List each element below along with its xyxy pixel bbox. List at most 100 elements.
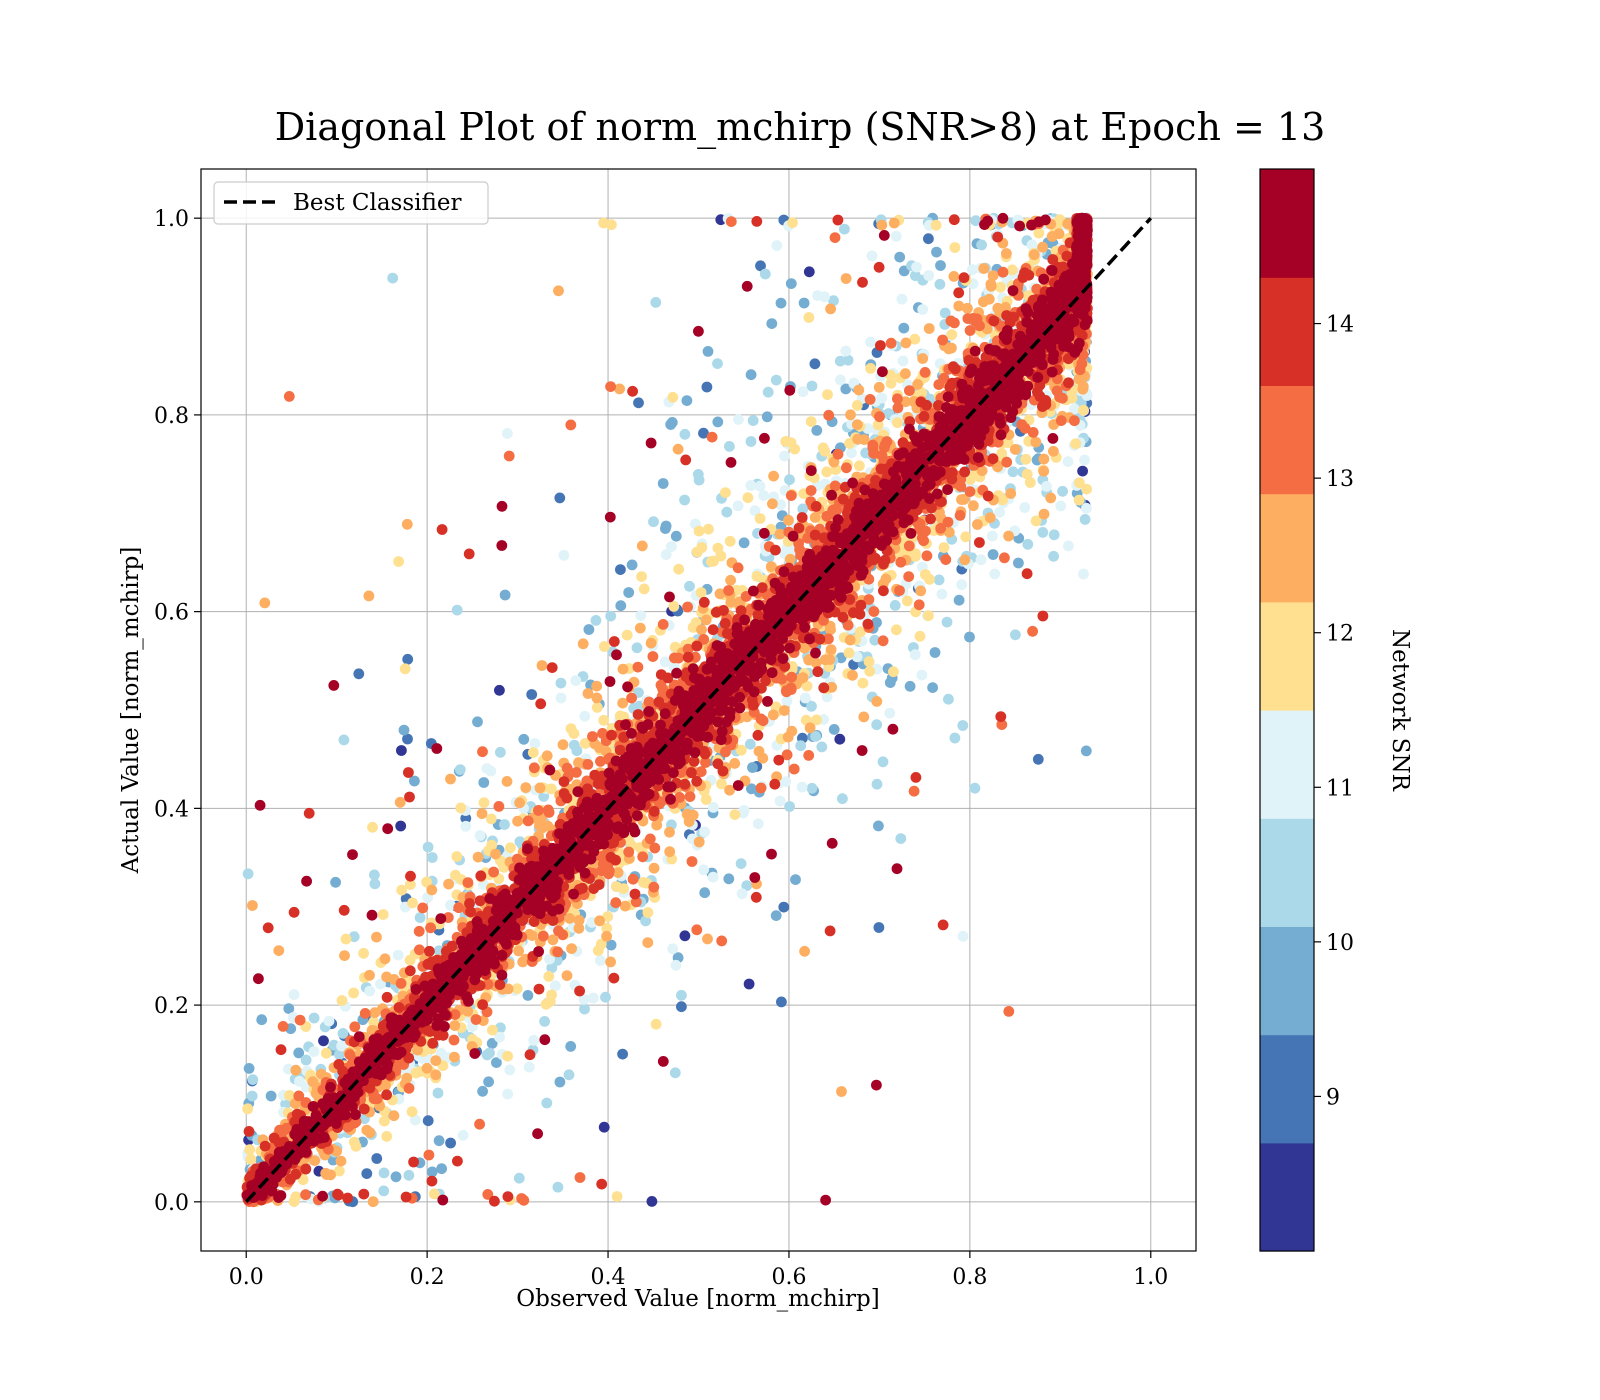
- scatter-point: [741, 880, 753, 891]
- scatter-point: [919, 367, 931, 378]
- scatter-point: [1010, 629, 1021, 641]
- scatter-point: [853, 384, 865, 396]
- scatter-point: [964, 486, 976, 497]
- scatter-point: [602, 911, 614, 922]
- scatter-point: [371, 1153, 383, 1164]
- scatter-point: [407, 897, 418, 909]
- scatter-point: [565, 1041, 577, 1052]
- chart-title: Diagonal Plot of norm_mchirp (SNR>8) at …: [275, 105, 1326, 150]
- scatter-point: [668, 601, 680, 612]
- scatter-point: [554, 492, 566, 504]
- scatter-point: [363, 590, 375, 602]
- scatter-point: [399, 663, 411, 675]
- scatter-point: [871, 696, 883, 707]
- scatter-point: [243, 1063, 255, 1074]
- scatter-point: [788, 763, 800, 775]
- scatter-point: [834, 733, 846, 745]
- scatter-point: [605, 610, 617, 622]
- scatter-point: [978, 296, 989, 308]
- scatter-point: [1027, 625, 1038, 637]
- scatter-point: [348, 987, 359, 999]
- scatter-point: [514, 797, 525, 809]
- scatter-point: [626, 692, 637, 704]
- scatter-point: [758, 490, 770, 501]
- scatter-point: [457, 1129, 469, 1141]
- scatter-point: [571, 767, 582, 778]
- scatter-point: [670, 530, 682, 542]
- scatter-point: [1070, 438, 1082, 450]
- scatter-point: [985, 278, 997, 290]
- scatter-point: [364, 985, 376, 997]
- scatter-point: [513, 945, 524, 957]
- scatter-point: [371, 931, 382, 943]
- scatter-point: [591, 702, 603, 713]
- scatter-point: [943, 343, 955, 355]
- scatter-point: [729, 758, 741, 769]
- scatter-point: [470, 1014, 482, 1025]
- scatter-point: [785, 490, 797, 501]
- scatter-point: [871, 778, 883, 790]
- scatter-point: [636, 571, 647, 582]
- scatter-point: [491, 1057, 502, 1068]
- scatter-point: [1079, 514, 1091, 525]
- scatter-point: [698, 427, 709, 439]
- scatter-point: [448, 1034, 460, 1046]
- scatter-point: [587, 992, 599, 1004]
- scatter-point: [835, 374, 846, 386]
- scatter-point: [349, 1021, 361, 1033]
- scatter-point: [995, 281, 1006, 293]
- scatter-point: [307, 1076, 319, 1088]
- scatter-point: [868, 606, 880, 617]
- scatter-point: [557, 739, 569, 751]
- scatter-point: [494, 1031, 505, 1043]
- scatter-point: [487, 1024, 498, 1036]
- scatter-point: [611, 1191, 623, 1202]
- scatter-point: [1013, 557, 1024, 569]
- scatter-point: [865, 336, 876, 348]
- scatter-point: [393, 556, 404, 567]
- scatter-point: [911, 261, 922, 273]
- scatter-point: [445, 899, 456, 911]
- scatter-point: [579, 738, 591, 749]
- scatter-point: [1032, 753, 1044, 765]
- scatter-point: [643, 696, 655, 708]
- scatter-point: [940, 554, 952, 565]
- scatter-point: [776, 996, 787, 1008]
- scatter-point: [1019, 502, 1031, 513]
- scatter-point: [923, 233, 934, 245]
- scatter-point: [406, 1106, 418, 1118]
- scatter-point: [916, 669, 928, 681]
- scatter-point: [563, 1069, 575, 1081]
- scatter-point: [1037, 241, 1048, 253]
- scatter-point: [706, 431, 718, 443]
- scatter-point: [923, 270, 935, 281]
- scatter-point: [895, 833, 907, 844]
- scatter-point: [647, 651, 659, 662]
- scatter-point: [938, 542, 950, 553]
- scatter-point: [426, 1166, 438, 1178]
- scatter-point: [558, 776, 570, 787]
- scatter-point: [478, 797, 490, 809]
- scatter-point: [877, 635, 889, 647]
- scatter-point: [410, 1114, 421, 1126]
- scatter-point: [358, 947, 369, 959]
- scatter-point: [672, 443, 684, 455]
- scatter-point: [432, 1087, 444, 1099]
- scatter-point: [574, 1172, 586, 1183]
- scatter-point: [350, 1140, 362, 1152]
- scatter-point: [841, 462, 852, 474]
- scatter-point: [894, 585, 905, 596]
- scatter-point: [670, 959, 682, 971]
- scatter-point: [369, 869, 380, 881]
- scatter-point: [284, 1090, 295, 1101]
- scatter-point: [501, 776, 513, 787]
- scatter-point: [840, 383, 852, 395]
- scatter-point: [472, 851, 484, 863]
- scatter-point: [348, 931, 360, 943]
- scatter-point: [821, 691, 833, 703]
- scatter-point: [945, 315, 957, 327]
- scatter-point: [1055, 500, 1067, 512]
- scatter-points: [241, 212, 1093, 1208]
- scatter-point: [682, 808, 693, 820]
- scatter-point: [336, 995, 348, 1006]
